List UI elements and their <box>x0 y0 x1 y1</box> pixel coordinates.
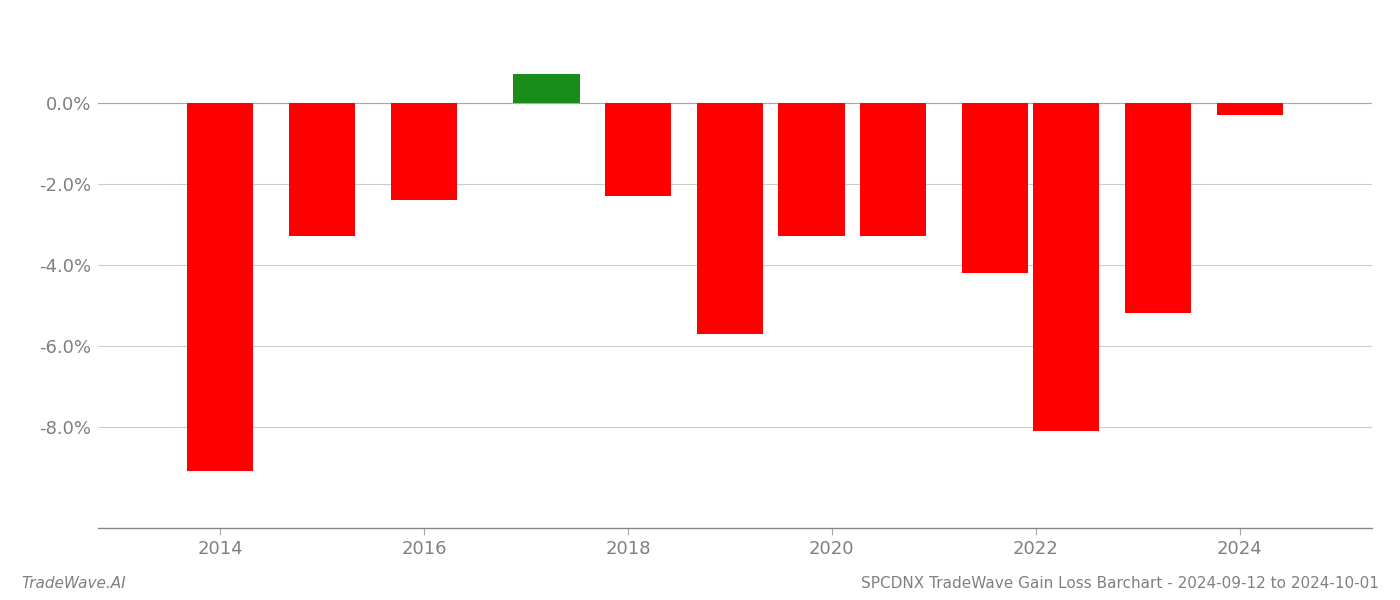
Text: SPCDNX TradeWave Gain Loss Barchart - 2024-09-12 to 2024-10-01: SPCDNX TradeWave Gain Loss Barchart - 20… <box>861 576 1379 591</box>
Bar <box>391 103 458 200</box>
Bar <box>697 103 763 334</box>
Bar <box>290 103 356 236</box>
Bar <box>962 103 1028 273</box>
Bar <box>188 103 253 472</box>
Bar <box>1033 103 1099 431</box>
Text: TradeWave.AI: TradeWave.AI <box>21 576 126 591</box>
Bar <box>605 103 672 196</box>
Bar <box>778 103 844 236</box>
Bar <box>1217 103 1282 115</box>
Bar <box>514 74 580 103</box>
Bar <box>860 103 925 236</box>
Bar <box>1124 103 1191 313</box>
